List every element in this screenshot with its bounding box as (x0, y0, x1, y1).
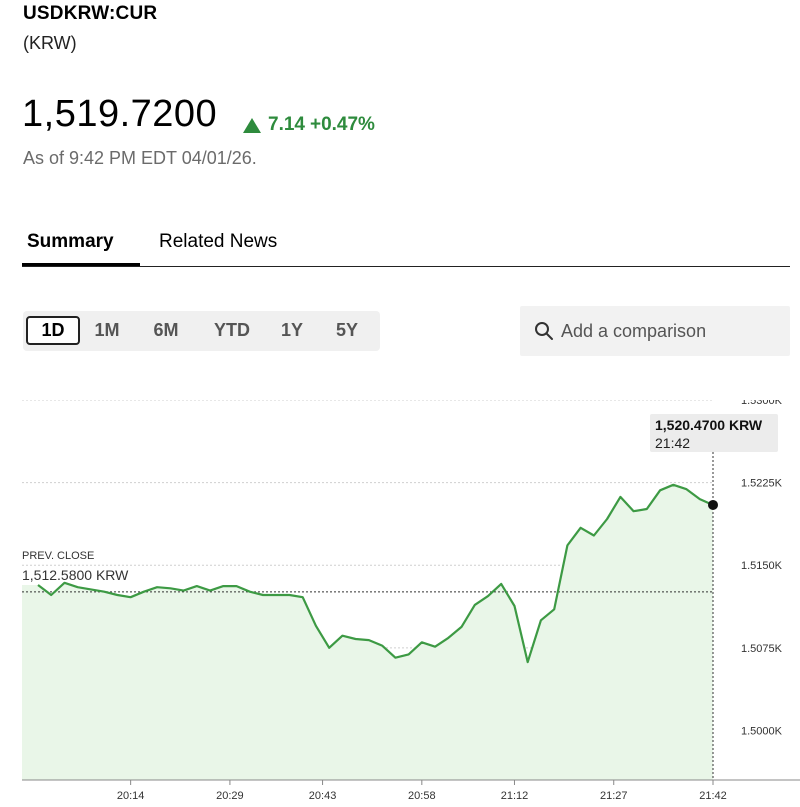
price-change: 7.14 +0.47% (243, 114, 375, 136)
range-1m-button[interactable]: 1M (94, 320, 120, 340)
hover-tooltip: 1,520.4700 KRW 21:42 (650, 414, 778, 452)
y-axis: 1.5300K 1.5225K 1.5150K 1.5075K 1.5000K (741, 400, 783, 737)
x-tick-label: 20:14 (117, 790, 145, 802)
ticker-symbol: USDKRW:CUR (23, 3, 158, 24)
add-comparison-input[interactable]: Add a comparison (520, 306, 790, 356)
change-percent: +0.47% (309, 114, 375, 135)
tab-summary[interactable]: Summary (22, 230, 140, 266)
price-area-fill (22, 484, 713, 780)
up-arrow-icon (243, 117, 261, 133)
last-price-marker (708, 499, 718, 510)
x-tick-label: 21:27 (600, 790, 628, 802)
x-tick-label: 20:29 (216, 790, 244, 802)
as-of-timestamp: As of 9:42 PM EDT 04/01/26. (23, 148, 257, 168)
range-5y-button[interactable]: 5Y (335, 320, 359, 340)
change-absolute: 7.14 (268, 114, 305, 135)
range-6m-button[interactable]: 6M (153, 320, 179, 340)
x-axis: 20:14 20:29 20:43 20:58 21:12 21:27 21:42 (117, 780, 727, 802)
range-selector: 1D 1M 6M YTD 1Y 5Y (23, 311, 380, 351)
range-1d-button[interactable]: 1D (26, 316, 80, 345)
prev-close-label: PREV. CLOSE (22, 550, 94, 562)
range-1y-button[interactable]: 1Y (280, 320, 304, 340)
prev-close-value: 1,512.5800 KRW (22, 567, 129, 583)
price-line (37, 483, 714, 664)
x-tick-label: 20:43 (309, 790, 337, 802)
y-tick-label: 1.5150K (741, 560, 783, 572)
comparison-placeholder: Add a comparison (561, 321, 707, 341)
search-icon (535, 322, 553, 340)
y-tick-label: 1.5300K (741, 400, 783, 407)
range-ytd-button[interactable]: YTD (214, 320, 250, 340)
y-tick-label: 1.5075K (741, 643, 783, 655)
currency-code: (KRW) (23, 33, 77, 53)
x-tick-label: 20:58 (408, 790, 436, 802)
y-tick-label: 1.5225K (741, 478, 783, 490)
price-chart[interactable]: PREV. CLOSE 1,512.5800 KRW 1.5300K 1.5225… (0, 400, 800, 807)
x-tick-label: 21:12 (501, 790, 529, 802)
y-tick-label: 1.5000K (741, 725, 783, 737)
x-tick-label: 21:42 (699, 790, 727, 802)
tab-related-news[interactable]: Related News (159, 231, 278, 252)
current-price: 1,519.7200 (22, 93, 218, 135)
tooltip-time: 21:42 (655, 435, 691, 451)
tab-bar: Summary Related News (22, 228, 790, 267)
tooltip-value: 1,520.4700 KRW (655, 417, 763, 433)
